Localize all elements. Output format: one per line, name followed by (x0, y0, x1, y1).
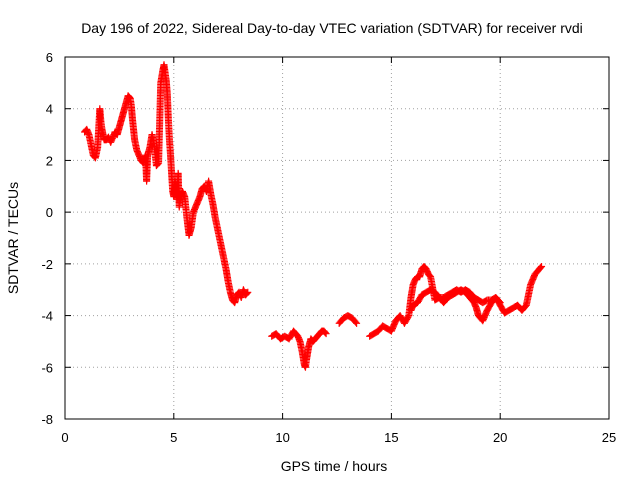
y-tick-label: 2 (46, 153, 53, 168)
x-tick-label: 5 (170, 430, 177, 445)
y-axis-label: SDTVAR / TECUs (5, 182, 21, 294)
y-tick-label: 4 (46, 102, 53, 117)
grid-lines (65, 57, 609, 419)
data-point (125, 93, 133, 101)
x-tick-label: 15 (384, 430, 398, 445)
y-tick-label: -2 (41, 257, 53, 272)
data-point (243, 289, 251, 297)
data-point (536, 264, 544, 272)
y-tick-label: 6 (46, 50, 53, 65)
data-point (321, 328, 329, 336)
x-tick-label: 0 (61, 430, 68, 445)
x-axis-label: GPS time / hours (281, 458, 388, 474)
y-tick-label: -8 (41, 412, 53, 427)
plot-frame (64, 56, 610, 420)
x-tick-label: 10 (275, 430, 289, 445)
data-point (537, 263, 545, 271)
axis-ticks (64, 56, 610, 420)
y-tick-label: -4 (41, 309, 53, 324)
y-tick-labels: -8 -6 -4 -2 0 2 4 6 (41, 50, 53, 427)
data-point (153, 161, 161, 169)
data-series (81, 61, 546, 371)
data-point (242, 290, 250, 298)
data-point (322, 330, 330, 338)
y-tick-label: 0 (46, 205, 53, 220)
chart-title: Day 196 of 2022, Sidereal Day-to-day VTE… (81, 20, 583, 36)
data-point (495, 298, 503, 306)
data-point (353, 319, 361, 327)
data-point (538, 262, 546, 270)
data-point (496, 299, 504, 307)
x-tick-label: 25 (602, 430, 616, 445)
y-tick-label: -6 (41, 360, 53, 375)
data-point (244, 288, 252, 296)
data-point (352, 318, 360, 326)
data-point (321, 329, 329, 337)
x-tick-labels: 0 5 10 15 20 25 (61, 430, 616, 445)
x-tick-label: 20 (493, 430, 507, 445)
